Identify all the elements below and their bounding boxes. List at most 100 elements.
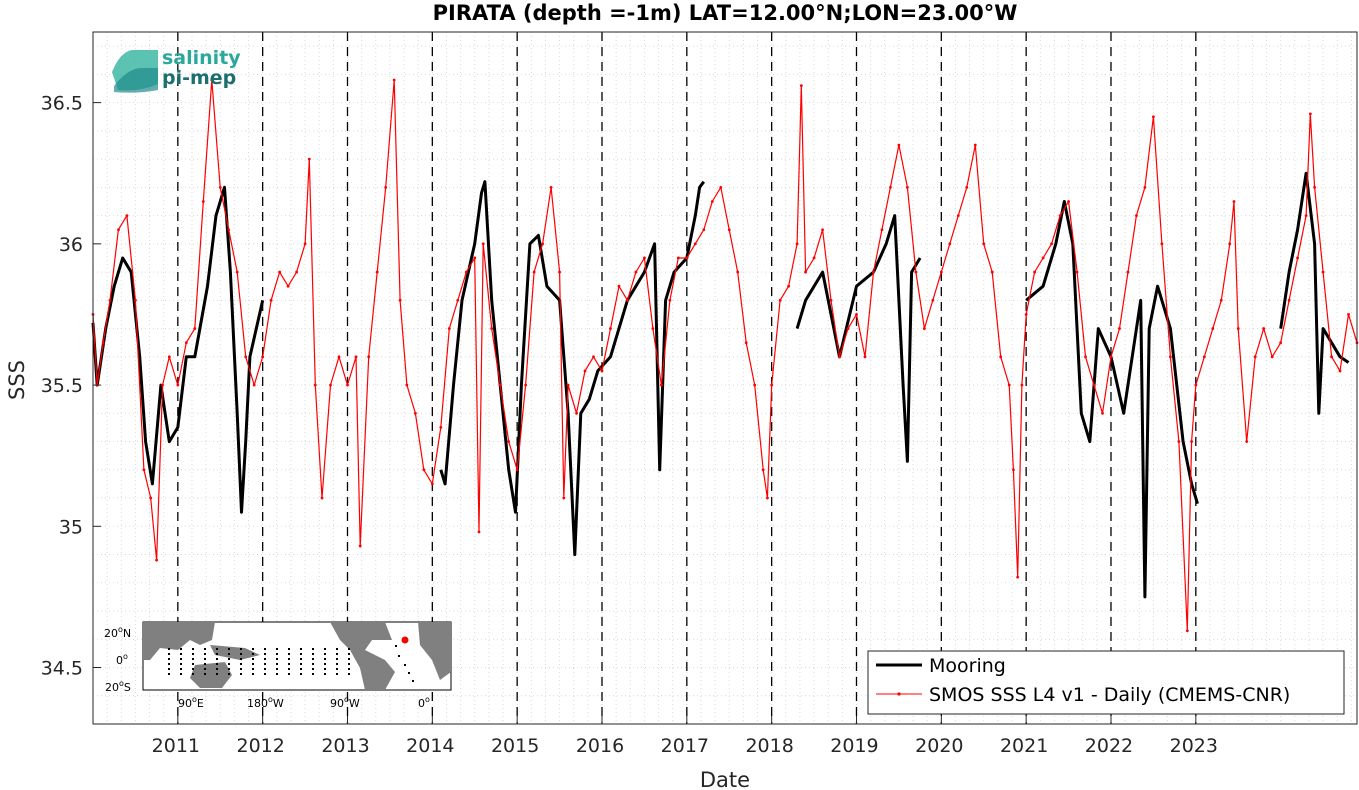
x-tick-label: 2018 <box>745 735 793 757</box>
smos-data-point <box>490 327 494 330</box>
smos-data-point <box>770 383 774 387</box>
mooring-dot <box>348 673 350 675</box>
smos-data-point <box>549 185 553 189</box>
smos-data-point <box>736 270 740 274</box>
inset-map-land-asia <box>143 622 215 660</box>
smos-data-point <box>787 284 791 288</box>
smos-data-point <box>303 242 307 246</box>
smos-data-point <box>812 256 816 260</box>
smos-data-point <box>880 228 884 232</box>
smos-data-point <box>1321 270 1325 274</box>
mooring-dot <box>348 648 350 650</box>
smos-data-point <box>1084 355 1087 359</box>
inset-lon-label-0: 0o <box>418 695 430 710</box>
inset-lon-label-90w: 90oW <box>330 695 360 710</box>
mooring-dot <box>276 673 278 675</box>
smos-data-point <box>541 242 545 246</box>
smos-data-point <box>1126 270 1130 274</box>
legend-smos-marker <box>897 692 901 696</box>
mooring-dot <box>180 653 182 655</box>
smos-data-point <box>498 383 502 387</box>
smos-data-point <box>863 355 867 359</box>
smos-data-point <box>838 355 841 359</box>
smos-data-point <box>617 284 621 288</box>
mooring-dot <box>288 673 290 675</box>
inset-lon-labels: 90oE 180oW 90oW 0o <box>178 695 430 710</box>
smos-data-point <box>184 341 188 345</box>
mooring-dot <box>252 668 254 670</box>
smos-data-point <box>1211 327 1215 330</box>
mooring-dot <box>276 658 278 660</box>
smos-data-point <box>1347 313 1350 316</box>
smos-data-point <box>155 558 159 562</box>
inset-lat-label-20n: 20oN <box>104 625 131 640</box>
mooring-dot <box>204 648 206 650</box>
smos-data-point <box>252 383 256 387</box>
smos-data-point <box>201 200 205 203</box>
mooring-dot <box>276 648 278 650</box>
smos-data-point <box>142 468 146 472</box>
mooring-dot <box>312 653 314 655</box>
smos-data-point <box>515 468 519 472</box>
smos-data-point <box>1067 200 1070 203</box>
smos-data-point <box>481 242 485 246</box>
plot-frame <box>92 31 1358 725</box>
smos-data-point <box>939 270 943 274</box>
wave-logo-shade-icon <box>114 68 158 93</box>
mooring-dot <box>324 668 326 670</box>
mooring-dot <box>216 648 218 650</box>
smos-data-point <box>295 270 298 274</box>
smos-data-point <box>897 143 901 147</box>
smos-data-point <box>990 270 994 274</box>
smos-data-point <box>651 327 655 330</box>
mooring-dot <box>264 658 266 660</box>
smos-data-point <box>269 298 273 302</box>
smos-data-point <box>1118 327 1121 330</box>
mooring-dot <box>300 648 302 650</box>
smos-data-point <box>337 355 341 359</box>
mooring-dot <box>192 663 194 665</box>
smos-data-point <box>286 284 290 288</box>
mooring-dot <box>395 645 397 647</box>
mooring-dot <box>192 648 194 650</box>
y-tick-label: 36.5 <box>41 93 83 115</box>
smos-data-point <box>108 298 112 302</box>
inset-lon-label-180w: 180oW <box>247 695 284 710</box>
mooring-dot <box>204 658 206 660</box>
mooring-dot <box>300 668 302 670</box>
smos-data-point <box>626 298 629 302</box>
smos-data-point <box>1075 270 1079 274</box>
smos-data-point <box>477 530 481 534</box>
mooring-dot <box>168 673 170 675</box>
inset-map: 20oN 0o 20oS 90oE 180oW 90oW 0o <box>104 621 452 710</box>
chart-title: PIRATA (depth =-1m) LAT=12.00°N;LON=23.0… <box>433 1 1018 25</box>
mooring-series-line <box>1279 171 1350 415</box>
smos-data-point <box>1109 355 1113 359</box>
x-tick-label: 2023 <box>1170 735 1218 757</box>
mooring-series-line <box>1025 200 1199 599</box>
smos-data-point <box>583 369 587 373</box>
mooring-dot <box>216 663 218 665</box>
smos-data-point <box>1338 369 1342 373</box>
smos-data-point <box>1202 355 1206 359</box>
x-axis-label: Date <box>700 768 750 790</box>
mooring-dot <box>204 663 206 665</box>
mooring-dot <box>168 658 170 660</box>
smos-data-point <box>948 242 952 246</box>
smos-data-point <box>1330 355 1333 359</box>
smos-data-point <box>456 298 460 302</box>
inset-map-land-americas <box>330 622 395 690</box>
mooring-dot <box>168 648 170 650</box>
smos-data-point <box>134 298 137 302</box>
mooring-dot <box>240 653 242 655</box>
plot-area <box>93 32 1357 724</box>
smos-data-point <box>320 496 324 500</box>
smos-data-point <box>176 383 180 387</box>
smos-data-point <box>804 270 807 274</box>
mooring-dot <box>312 673 314 675</box>
year-divider-lines <box>177 32 1197 724</box>
legend-smos-label: SMOS SSS L4 v1 - Daily (CMEMS-CNR) <box>929 684 1290 706</box>
smos-data-point <box>392 78 396 82</box>
mooring-dot <box>192 668 194 670</box>
